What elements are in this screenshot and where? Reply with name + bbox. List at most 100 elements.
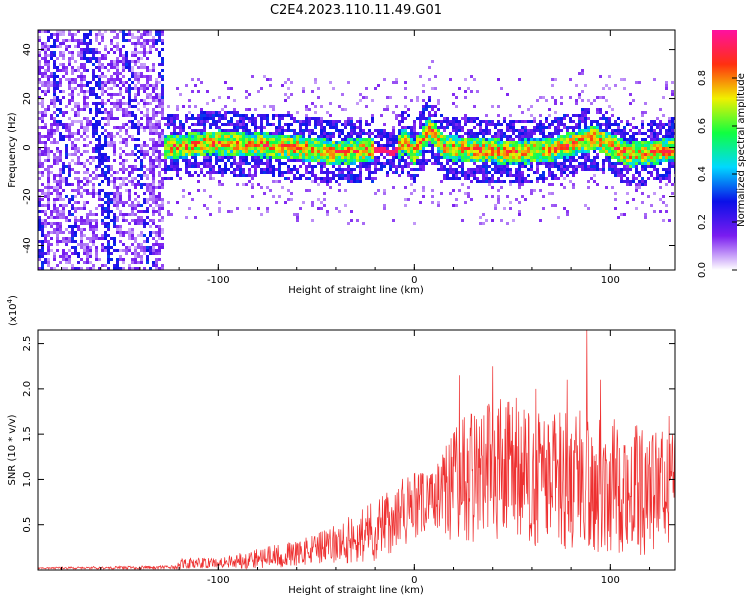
spectrogram-cell: [185, 162, 188, 165]
spectrogram-cell: [38, 30, 41, 33]
spectrogram-cell: [146, 198, 149, 201]
spectrogram-cell: [65, 150, 68, 153]
spectrogram-cell: [77, 51, 80, 54]
spectrogram-cell: [611, 123, 614, 126]
spectrogram-cell: [158, 180, 161, 183]
spectrogram-cell: [128, 213, 131, 216]
spectrogram-cell: [92, 90, 95, 93]
spectrogram-cell: [44, 210, 47, 213]
spectrogram-cell: [521, 171, 524, 174]
spectrogram-cell: [122, 159, 125, 162]
spectrogram-cell: [332, 171, 335, 174]
spectrogram-cell: [434, 105, 437, 108]
spectrogram-cell: [47, 198, 50, 201]
spectrogram-cell: [74, 210, 77, 213]
spectrogram-cell: [359, 141, 362, 144]
spectrogram-cell: [65, 267, 68, 270]
spectrogram-cell: [410, 141, 413, 144]
spectrogram-cell: [68, 162, 71, 165]
spectrogram-cell: [455, 123, 458, 126]
spectrogram-cell: [362, 144, 365, 147]
spectrogram-cell: [527, 135, 530, 138]
spectrogram-cell: [110, 93, 113, 96]
spectrogram-cell: [542, 144, 545, 147]
spectrogram-cell: [464, 96, 467, 99]
spectrogram-cell: [68, 240, 71, 243]
spectrogram-cell: [101, 99, 104, 102]
spectrogram-cell: [497, 153, 500, 156]
spectrogram-cell: [59, 42, 62, 45]
spectrogram-cell: [164, 144, 167, 147]
spectrogram-cell: [416, 132, 419, 135]
spectrogram-cell: [602, 117, 605, 120]
spectrogram-cell: [515, 174, 518, 177]
spectrogram-cell: [575, 114, 578, 117]
spectrogram-cell: [71, 189, 74, 192]
spectrogram-cell: [299, 156, 302, 159]
spectrogram-cell: [629, 141, 632, 144]
spectrogram-cell: [185, 114, 188, 117]
spectrogram-cell: [68, 87, 71, 90]
spectrogram-cell: [428, 135, 431, 138]
spectrogram-cell: [188, 144, 191, 147]
spectrogram-cell: [104, 90, 107, 93]
spectrogram-cell: [128, 105, 131, 108]
spectrogram-cell: [203, 138, 206, 141]
spectrogram-cell: [431, 150, 434, 153]
spectrogram-cell: [611, 162, 614, 165]
spectrogram-cell: [248, 138, 251, 141]
spectrogram-cell: [47, 36, 50, 39]
spectrogram-cell: [116, 60, 119, 63]
spectrogram-cell: [296, 147, 299, 150]
spectrogram-cell: [89, 240, 92, 243]
spectrogram-cell: [488, 138, 491, 141]
spectrogram-cell: [479, 138, 482, 141]
spectrogram-cell: [476, 159, 479, 162]
spectrogram-cell: [365, 165, 368, 168]
spectrogram-cell: [119, 177, 122, 180]
spectrogram-cell: [83, 102, 86, 105]
spectrogram-cell: [479, 159, 482, 162]
spectrogram-cell: [335, 126, 338, 129]
spectrogram-cell: [617, 171, 620, 174]
spectrogram-cell: [551, 123, 554, 126]
spectrogram-cell: [113, 267, 116, 270]
spectrogram-cell: [68, 237, 71, 240]
spectrogram-cell: [143, 129, 146, 132]
spectrogram-cell: [71, 237, 74, 240]
spectrogram-cell: [131, 105, 134, 108]
spectrogram-cell: [419, 114, 422, 117]
spectrogram-cell: [416, 144, 419, 147]
spectrogram-cell: [581, 141, 584, 144]
spectrogram-cell: [251, 141, 254, 144]
spectrogram-cell: [560, 135, 563, 138]
spectrogram-cell: [464, 123, 467, 126]
spectrogram-cell: [437, 138, 440, 141]
spectrogram-cell: [290, 159, 293, 162]
spectrogram-cell: [287, 78, 290, 81]
spectrogram-cell: [482, 180, 485, 183]
spectrogram-cell: [158, 126, 161, 129]
spectrogram-cell: [272, 144, 275, 147]
spectrogram-cell: [587, 153, 590, 156]
spectrogram-cell: [605, 153, 608, 156]
spectrogram-cell: [62, 126, 65, 129]
spectrogram-cell: [335, 147, 338, 150]
spectrogram-cell: [566, 213, 569, 216]
spectrogram-cell: [410, 192, 413, 195]
spectrogram-cell: [236, 168, 239, 171]
spectrogram-cell: [218, 126, 221, 129]
spectrogram-cell: [194, 123, 197, 126]
spectrogram-cell: [134, 63, 137, 66]
spectrogram-cell: [56, 120, 59, 123]
spectrogram-cell: [107, 144, 110, 147]
spectrogram-cell: [473, 120, 476, 123]
spectrogram-cell: [47, 195, 50, 198]
spectrogram-cell: [56, 96, 59, 99]
spectrogram-cell: [167, 120, 170, 123]
spectrogram-cell: [413, 177, 416, 180]
spectrogram-cell: [71, 246, 74, 249]
spectrogram-cell: [254, 132, 257, 135]
spectrogram-cell: [533, 159, 536, 162]
spectrogram-cell: [482, 177, 485, 180]
